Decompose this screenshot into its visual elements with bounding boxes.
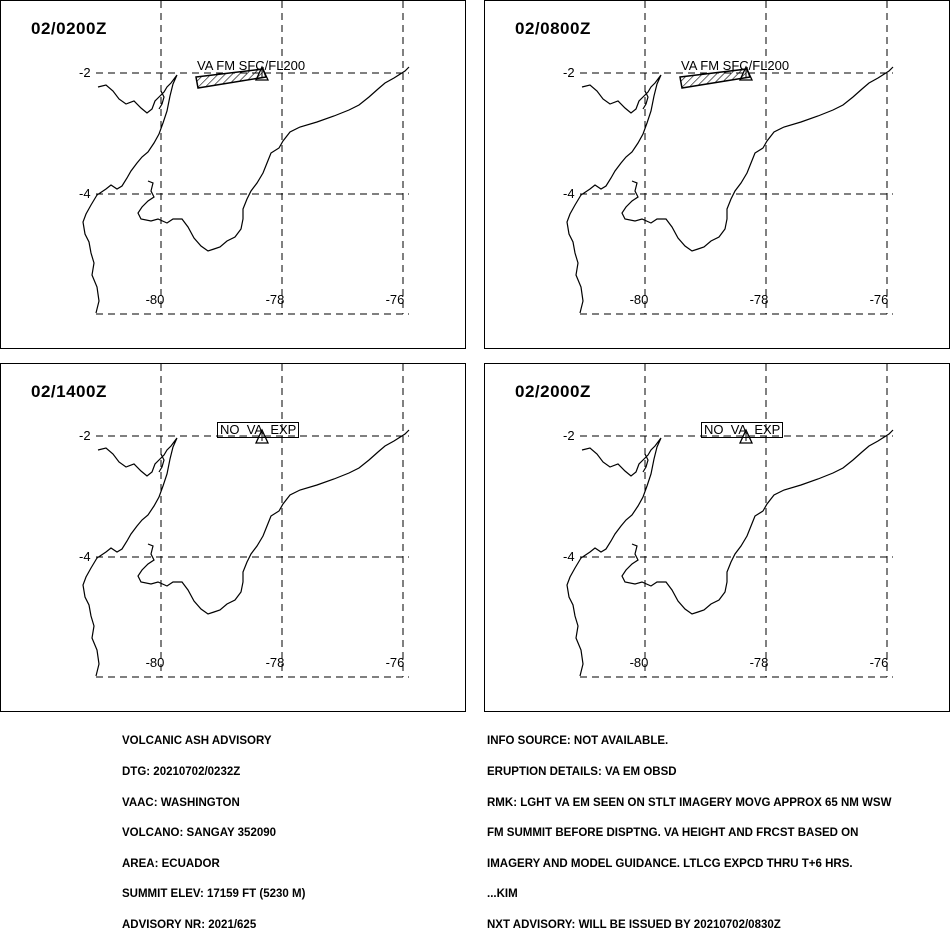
lon-label-minus76: -76 [385,292,405,307]
volcano-icon [254,428,270,444]
lat-lon-grid [580,364,893,678]
lat-label-minus4: -4 [79,186,91,201]
no-va-expected-label: NO_VA_EXP [701,422,784,438]
lon-label-minus80: -80 [629,292,649,307]
lon-label-minus76: -76 [385,655,405,670]
country-border [137,429,410,615]
coastline [566,74,662,314]
lon-label-minus78: -78 [265,292,285,307]
lat-lon-grid [96,1,409,315]
map-graphic [566,1,894,315]
forecast-time-label: 02/0800Z [515,19,591,38]
forecast-panel-2000z: 02/2000Z -2 -4 -80 -78 -76 NO_VA_EXP [484,363,950,712]
coastline [82,437,178,677]
advisory-line: VOLCANO: SANGAY 352090 [122,827,277,840]
country-border [137,66,410,252]
lon-label-minus76: -76 [869,292,889,307]
advisory-line: INFO SOURCE: NOT AVAILABLE. [487,735,669,748]
country-border [621,66,894,252]
lat-lon-grid [96,364,409,678]
advisory-line: ERUPTION DETAILS: VA EM OBSD [487,766,677,779]
advisory-line: FM SUMMIT BEFORE DISPTNG. VA HEIGHT AND … [487,827,859,840]
advisory-line: ADVISORY NR: 2021/625 [122,919,257,932]
country-border [621,429,894,615]
lat-label-minus2: -2 [79,428,91,443]
advisory-line: NXT ADVISORY: WILL BE ISSUED BY 20210702… [487,919,781,932]
inlet-coastline [158,90,165,110]
coastline [82,74,178,314]
lon-label-minus80: -80 [629,655,649,670]
lat-lon-grid [580,1,893,315]
map-graphic [82,364,410,678]
no-va-expected-label: NO_VA_EXP [217,422,300,438]
lat-label-minus2: -2 [563,65,575,80]
advisory-line: AREA: ECUADOR [122,857,220,870]
lat-label-minus4: -4 [79,549,91,564]
coastline [566,437,662,677]
forecast-time-label: 02/2000Z [515,382,591,401]
volcano-icon [254,65,270,81]
advisory-line: VAAC: WASHINGTON [122,796,240,809]
volcano-icon [738,65,754,81]
lat-label-minus4: -4 [563,549,575,564]
va-height-label: VA FM SFC/FL200 [197,58,306,73]
lon-label-minus78: -78 [749,655,769,670]
map-graphic [566,364,894,678]
advisory-line: VOLCANIC ASH ADVISORY [122,735,272,748]
advisory-line: IMAGERY AND MODEL GUIDANCE. LTLCG EXPCD … [487,857,853,870]
lon-label-minus76: -76 [869,655,889,670]
lon-label-minus78: -78 [265,655,285,670]
advisory-header-block: VOLCANIC ASH ADVISORY DTG: 20210702/0232… [122,716,305,940]
advisory-line: DTG: 20210702/0232Z [122,766,241,779]
lat-label-minus2: -2 [563,428,575,443]
lat-label-minus4: -4 [563,186,575,201]
forecast-time-label: 02/1400Z [31,382,107,401]
lon-label-minus78: -78 [749,292,769,307]
inlet-coastline [642,453,649,473]
lon-label-minus80: -80 [145,655,165,670]
advisory-line: RMK: LGHT VA EM SEEN ON STLT IMAGERY MOV… [487,796,892,809]
forecast-time-label: 02/0200Z [31,19,107,38]
lat-label-minus2: -2 [79,65,91,80]
volcano-icon [738,428,754,444]
inlet-coastline [158,453,165,473]
lon-label-minus80: -80 [145,292,165,307]
inlet-coastline [642,90,649,110]
advisory-line: ...KIM [487,888,518,901]
forecast-panel-0800z: 02/0800Z -2 -4 -80 -78 -76 VA FM SFC/FL2… [484,0,950,349]
advisory-remarks-block: INFO SOURCE: NOT AVAILABLE. ERUPTION DET… [487,716,891,940]
va-height-label: VA FM SFC/FL200 [681,58,790,73]
forecast-panel-0200z: 02/0200Z -2 -4 -80 -78 -76 VA FM SFC/FL2… [0,0,466,349]
map-graphic [82,1,410,315]
advisory-line: SUMMIT ELEV: 17159 FT (5230 M) [122,888,306,901]
forecast-panel-1400z: 02/1400Z -2 -4 -80 -78 -76 NO_VA_EXP [0,363,466,712]
